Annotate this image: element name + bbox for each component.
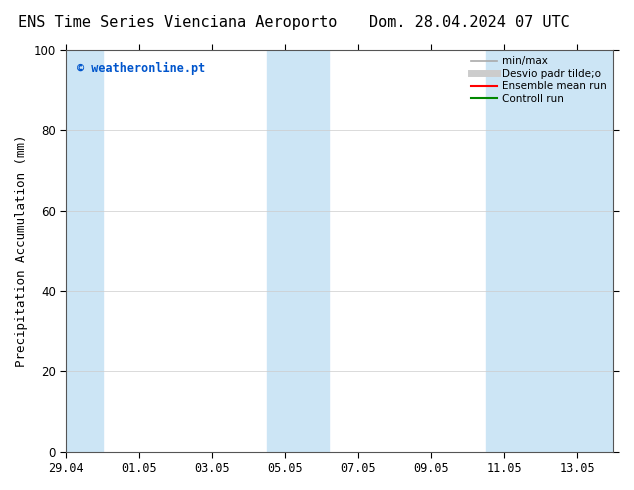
Bar xyxy=(486,50,621,452)
Bar xyxy=(61,50,103,452)
Y-axis label: Precipitation Accumulation (mm): Precipitation Accumulation (mm) xyxy=(15,135,28,367)
Bar xyxy=(267,50,329,452)
Text: Dom. 28.04.2024 07 UTC: Dom. 28.04.2024 07 UTC xyxy=(369,15,569,30)
Text: ENS Time Series Vienciana Aeroporto: ENS Time Series Vienciana Aeroporto xyxy=(18,15,337,30)
Legend: min/max, Desvio padr tilde;o, Ensemble mean run, Controll run: min/max, Desvio padr tilde;o, Ensemble m… xyxy=(467,52,611,108)
Text: © weatheronline.pt: © weatheronline.pt xyxy=(77,62,205,75)
